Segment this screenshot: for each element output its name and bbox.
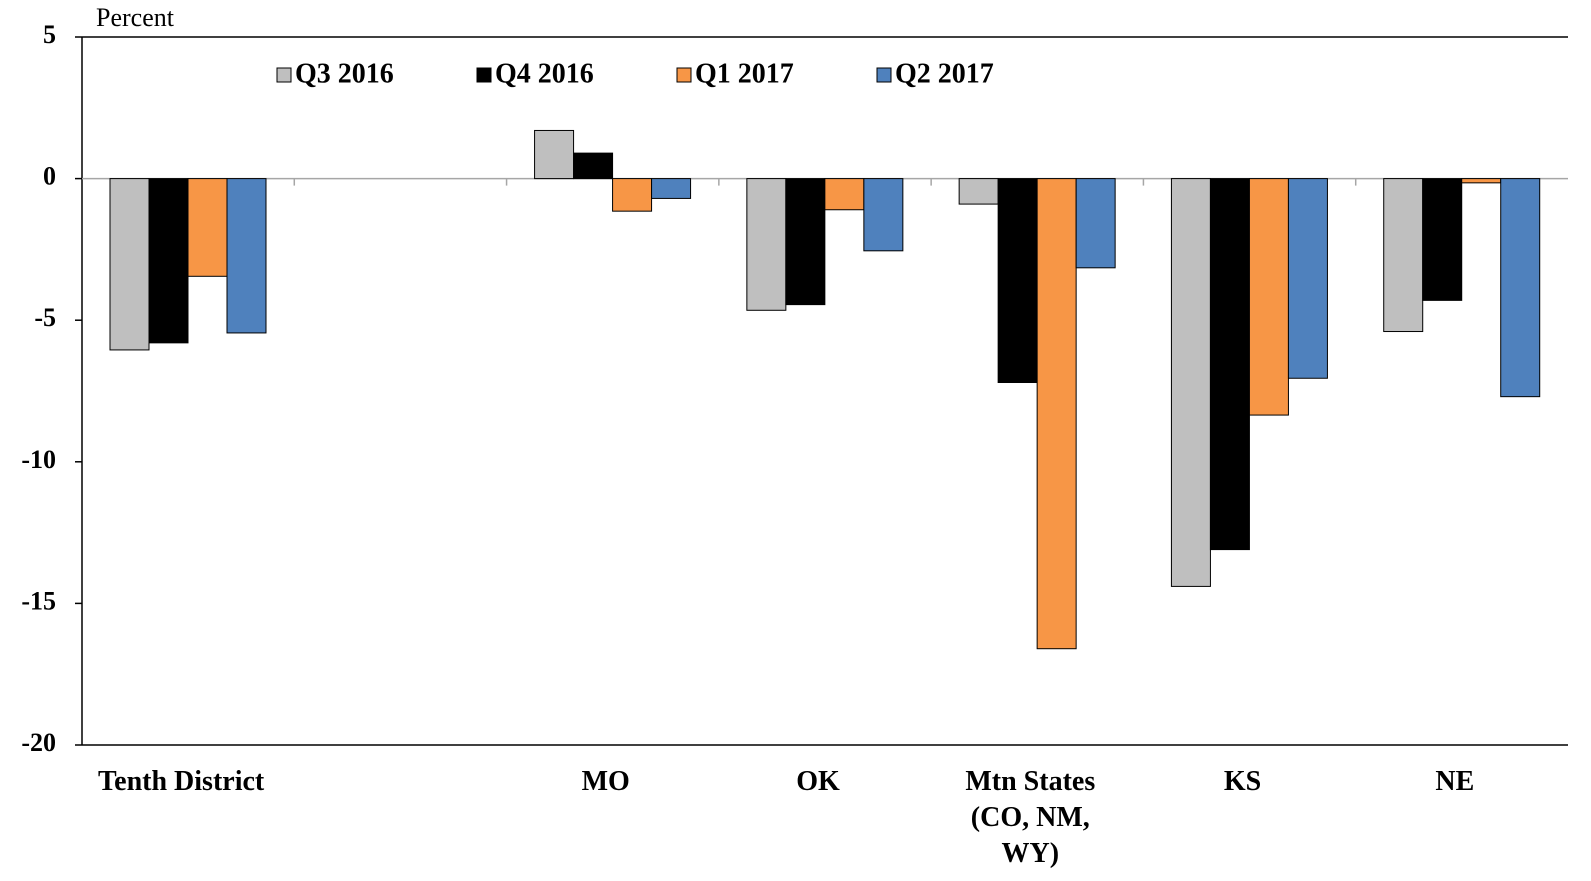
legend-swatch bbox=[476, 67, 492, 83]
bar bbox=[997, 178, 1038, 384]
legend-swatch bbox=[876, 67, 892, 83]
y-tick-label: -10 bbox=[21, 445, 56, 474]
legend-label: Q2 2017 bbox=[895, 58, 994, 89]
x-tick-label: MO bbox=[581, 766, 630, 797]
bar bbox=[187, 178, 228, 277]
bar bbox=[1036, 178, 1077, 650]
bar bbox=[863, 178, 904, 252]
legend-label: Q4 2016 bbox=[495, 58, 594, 89]
x-tick-label: OK bbox=[796, 766, 840, 797]
bar bbox=[612, 178, 653, 212]
y-tick-label: -20 bbox=[21, 728, 56, 757]
bar bbox=[1075, 178, 1116, 269]
y-axis-label: Percent bbox=[96, 3, 175, 32]
bar bbox=[1287, 178, 1328, 379]
y-tick-label: -5 bbox=[34, 303, 56, 332]
x-tick-label: Mtn States (CO, NM, WY) bbox=[965, 766, 1096, 869]
bar bbox=[1170, 178, 1211, 587]
bar bbox=[1422, 178, 1463, 301]
y-tick-label: 5 bbox=[43, 20, 56, 49]
y-tick-label: -15 bbox=[21, 586, 56, 615]
bar bbox=[1248, 178, 1289, 416]
legend-swatch bbox=[676, 67, 692, 83]
legend-label: Q3 2016 bbox=[295, 58, 394, 89]
bar bbox=[109, 178, 150, 351]
bar bbox=[651, 178, 692, 199]
bar bbox=[148, 178, 189, 344]
bar bbox=[746, 178, 787, 311]
bar bbox=[1383, 178, 1424, 333]
x-tick-label: NE bbox=[1435, 766, 1475, 797]
bar bbox=[785, 178, 826, 306]
y-tick-label: 0 bbox=[43, 162, 56, 191]
x-tick-label: Tenth District bbox=[98, 766, 265, 797]
bar bbox=[226, 178, 267, 334]
bar bbox=[534, 129, 575, 180]
bar bbox=[958, 178, 999, 205]
bar bbox=[1500, 178, 1541, 398]
x-tick-label: KS bbox=[1223, 766, 1262, 797]
legend-swatch bbox=[276, 67, 292, 83]
bar bbox=[824, 178, 865, 211]
bar bbox=[573, 152, 614, 180]
bar bbox=[1209, 178, 1250, 551]
legend-label: Q1 2017 bbox=[695, 58, 794, 89]
bar bbox=[1461, 178, 1502, 184]
